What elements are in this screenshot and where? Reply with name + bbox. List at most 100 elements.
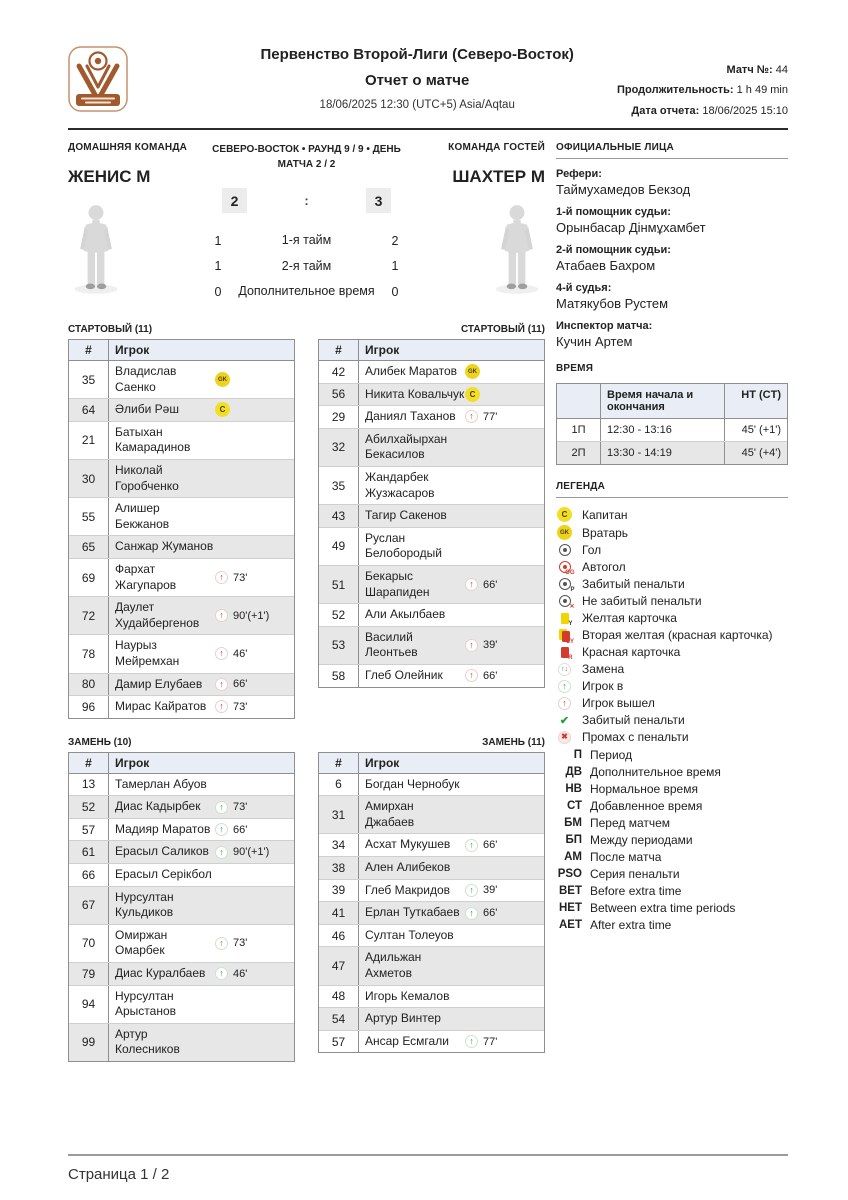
period-row: 1 2-я тайм 1 <box>204 259 409 275</box>
player-row: 58 Глеб Олейник ↑ 66' <box>319 664 544 687</box>
event-minute: 66' <box>233 678 248 691</box>
player-name: Жандарбек Жузжасаров <box>365 469 435 500</box>
home-starting-title: СТАРТОВЫЙ (11) <box>68 324 153 335</box>
time-table: Время начала и окончания HT (CT) 1П 12:3… <box>556 383 788 465</box>
yellow-card-icon: Y <box>560 612 573 627</box>
official-role: 1-й помощник судьи: <box>556 206 671 218</box>
player-row: 31 Амирхан Джабаев <box>319 796 544 835</box>
player-name: Мирас Кайратов <box>115 699 207 714</box>
captain-badge-icon: C <box>215 402 230 418</box>
player-number: 53 <box>319 626 359 664</box>
player-row: 69 Фархат Жагупаров ↑ 73' <box>69 558 294 598</box>
legend-item: Гол <box>556 543 788 557</box>
player-name: Артур Винтер <box>365 1011 441 1026</box>
period-home-value: 0 <box>214 285 222 300</box>
official-role: 4-й судья: <box>556 282 612 294</box>
time-title: ВРЕМЯ <box>556 363 594 374</box>
player-number: 49 <box>319 527 359 565</box>
player-row: 96 Мирас Кайратов ↑ 73' <box>69 696 294 718</box>
event-minute: 66' <box>483 907 498 920</box>
player-row: 46 Султан Толеуов <box>319 924 544 948</box>
player-row: 43 Тагир Сакенов <box>319 505 544 528</box>
player-name: Абилхайырхан Бекасилов <box>365 431 448 462</box>
player-row: 52 Диас Кадырбек ↑ 73' <box>69 796 294 819</box>
official-name: Таймухамедов Бекзод <box>556 182 691 197</box>
player-row: 79 Диас Куралбаев ↑ 46' <box>69 963 294 986</box>
player-number: 21 <box>69 421 109 459</box>
player-in-icon: ↑ <box>215 967 228 981</box>
player-row: 56 Никита Ковальчук C <box>319 383 544 407</box>
player-name: Султан Толеуов <box>365 927 454 942</box>
legend-item: P Забитый пенальти <box>556 577 788 593</box>
period-row: 0 Дополнительное время 0 <box>204 284 409 300</box>
legend-abbr-item: AET After extra time <box>556 918 788 932</box>
legend-item: OG Автогол <box>556 560 788 576</box>
lineup-header-row: # Игрок <box>69 340 294 361</box>
player-name: Василий Леонтьев <box>365 629 418 660</box>
player-name: Али Акылбаев <box>365 607 446 622</box>
home-team-name: ЖЕНИС М <box>68 167 151 186</box>
player-name: Әлиби Рәш <box>115 402 179 417</box>
player-number: 61 <box>69 841 109 864</box>
legend-item-label: Вторая желтая (красная карточка) <box>582 628 773 642</box>
player-column-header: Игрок <box>115 343 150 357</box>
time-range: 13:30 - 14:19 <box>601 442 725 464</box>
home-team-label: ДОМАШНЯЯ КОМАНДА <box>68 142 188 153</box>
legend-abbr-item: HET Between extra time periods <box>556 901 788 915</box>
player-out-icon: ↑ <box>465 638 478 652</box>
player-name: Алибек Маратов <box>365 364 458 378</box>
event-minute: 73' <box>233 700 248 713</box>
event-minute: 77' <box>483 1035 498 1048</box>
player-row: 53 Василий Леонтьев ↑ 39' <box>319 626 544 665</box>
official-name: Орынбасар Дінмұхамбет <box>556 220 706 235</box>
player-name: Руслан Белобородый <box>365 530 442 561</box>
time-col-period <box>557 384 601 418</box>
player-name: Ансар Есмгали <box>365 1033 449 1048</box>
legend-abbr-label: Добавленное время <box>590 799 703 813</box>
player-number: 66 <box>69 864 109 886</box>
legend-abbr: П <box>573 749 582 761</box>
player-in-icon: ↑ <box>465 1035 478 1049</box>
legend-item: R Красная карточка <box>556 645 788 661</box>
player-number: 99 <box>69 1023 109 1061</box>
scoreboard: ДОМАШНЯЯ КОМАНДА ЖЕНИС М <box>68 142 545 310</box>
legend-item-label: Забитый пенальти <box>582 577 685 591</box>
player-row: 67 Нурсултан Кульдиков <box>69 886 294 925</box>
player-number: 57 <box>69 818 109 841</box>
player-row: 29 Даниял Таханов ↑ 77' <box>319 406 544 429</box>
official-name: Кучин Артем <box>556 334 633 349</box>
player-name: Амирхан Джабаев <box>365 799 415 829</box>
player-row: 57 Ансар Есмгали ↑ 77' <box>319 1030 544 1053</box>
legend-abbr-item: СТ Добавленное время <box>556 799 788 813</box>
player-number: 52 <box>69 796 109 818</box>
away-score: 3 <box>366 188 391 213</box>
official-role: 2-й помощник судьи: <box>556 244 671 256</box>
player-number: 31 <box>319 796 359 834</box>
number-column-header: # <box>69 340 109 360</box>
player-row: 47 Адильжан Ахметов <box>319 947 544 986</box>
legend-item: ↑ Игрок в <box>556 679 788 693</box>
goal-icon <box>558 544 571 556</box>
event-minute: 66' <box>483 578 498 591</box>
player-row: 65 Санжар Жуманов <box>69 536 294 559</box>
player-row: 21 Батыхан Камарадинов <box>69 421 294 460</box>
penalty-missed-ball-icon: ✕ <box>558 595 575 610</box>
legend-item: ↑ Игрок вышел <box>556 696 788 710</box>
number-column-header: # <box>319 340 359 360</box>
legend-item: ✔ Забитый пенальти <box>556 713 788 727</box>
player-name: Фархат Жагупаров <box>115 561 177 592</box>
footer-divider <box>68 1154 788 1156</box>
player-name: Омиржан Омарбек <box>115 927 168 958</box>
player-number: 56 <box>319 383 359 406</box>
player-name: Адильжан Ахметов <box>365 950 422 981</box>
player-name: Глеб Олейник <box>365 667 443 682</box>
player-number: 41 <box>319 902 359 924</box>
event-minute: 73' <box>233 937 248 950</box>
player-out-icon: ↑ <box>215 677 228 691</box>
legend-abbr: BET <box>559 885 582 897</box>
player-name: Тагир Сакенов <box>365 508 447 523</box>
away-subs-title: ЗАМЕНЬ (11) <box>482 736 545 748</box>
player-row: 51 Бекарыс Шарапиден ↑ 66' <box>319 565 544 605</box>
legend-abbr: АМ <box>564 851 582 863</box>
player-number: 78 <box>69 635 109 673</box>
